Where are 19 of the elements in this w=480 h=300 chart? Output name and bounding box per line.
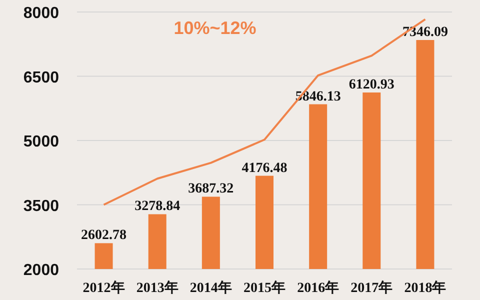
- data-label: 6120.93: [348, 77, 394, 92]
- x-tick-label: 2018年: [404, 280, 446, 296]
- data-label: 4176.48: [242, 160, 288, 176]
- data-label: 3278.84: [134, 199, 180, 214]
- x-tick-label: 2016年: [297, 280, 340, 296]
- x-tick-label: 2017年: [350, 280, 393, 296]
- x-tick-label: 2014年: [190, 280, 232, 296]
- data-label: 3687.32: [188, 182, 234, 197]
- y-tick-label: 2000: [23, 262, 60, 279]
- x-tick-label: 2013年: [136, 280, 178, 296]
- x-tick-label: 2015年: [244, 280, 286, 296]
- data-label: 7346.09: [402, 25, 448, 40]
- y-tick-label: 8000: [23, 5, 60, 22]
- y-tick-label: 3500: [23, 198, 60, 215]
- y-tick-label: 5000: [23, 134, 60, 150]
- annotation: 10%~12%: [174, 18, 256, 38]
- data-label: 2602.78: [81, 228, 127, 244]
- y-tick-label: 6500: [23, 69, 60, 86]
- x-tick-label: 2012年: [82, 280, 125, 296]
